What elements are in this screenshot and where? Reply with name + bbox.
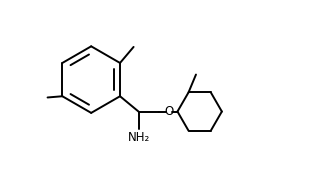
Text: NH₂: NH₂ — [128, 131, 150, 144]
Text: O: O — [164, 105, 173, 118]
